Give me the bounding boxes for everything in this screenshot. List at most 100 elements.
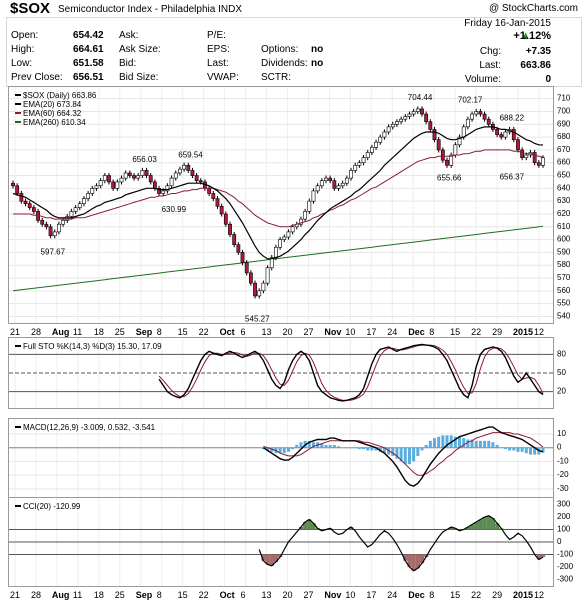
cci-oversold-fill [407,554,412,567]
legend-entry: EMA(260) 610.34 [23,118,86,127]
x-tick-label: 22 [199,327,209,337]
price-annotation: 702.17 [458,96,483,105]
candle-body [511,129,516,140]
candle-body [157,188,161,194]
macd-hist-bar [403,447,407,465]
ema20-line [12,126,544,260]
candle-body [107,175,111,183]
cci-oversold-fill [411,554,416,571]
x-tick-label: 12 [534,327,544,337]
macd-hist-bar [366,447,370,451]
eps-label: EPS: [207,44,230,55]
candle-body [165,185,170,192]
candle-body [65,216,70,221]
cci-overbought-fill [298,527,304,530]
ticker-symbol: $SOX [10,0,51,17]
y-tick-label: 630 [557,196,571,205]
x-tick-label: Sep [136,590,153,600]
candle-body [415,108,420,112]
cci-line [258,515,544,572]
x-tick-label: Nov [324,590,341,600]
chart-header: $SOX Semiconductor Index - Philadelphia … [0,0,584,18]
candle-body [211,193,216,199]
chg-label: Chg: [479,46,501,57]
candle-body [332,180,337,189]
y-tick-label: 550 [557,299,571,308]
candle-body [82,198,86,205]
candle-body [198,180,203,183]
x-tick-label: 2015 [513,327,533,337]
candle-body [403,116,408,120]
candle-body [478,111,483,115]
x-tick-label: 6 [241,327,246,337]
candle-body [127,172,132,176]
candle-body [536,162,541,166]
x-tick-label: 28 [31,327,41,337]
x-tick-label: 10 [345,590,355,600]
y-tick-label: 100 [557,525,571,534]
legend-entry: EMA(20) 673.84 [23,100,82,109]
x-tick-label: 18 [94,327,104,337]
x-tick-label: 25 [115,590,125,600]
cci-overbought-fill [495,523,500,530]
macd-hist-bar [391,447,395,456]
candle-body [269,257,274,269]
macd-hist-bar [432,438,436,448]
candle-body [461,126,466,138]
price-annotation: 545.27 [245,315,270,323]
candle-body [453,144,458,156]
cci-overbought-fill [311,523,316,530]
macd-hist-bar [441,435,445,448]
y-tick-label: 0 [557,537,562,546]
chg-value: +7.35 [525,46,551,57]
open-value: 654.42 [73,30,104,41]
candle-body [307,200,312,212]
candle-body [228,223,232,235]
candle-body [311,190,316,202]
macd-hist-bar [299,442,303,448]
candle-body [148,175,153,183]
candle-body [349,170,353,179]
x-tick-label: Oct [220,590,235,600]
x-tick-label: 15 [450,590,460,600]
ema60-line [13,149,544,228]
candle-body [449,154,454,166]
x-tick-label: 22 [471,327,481,337]
cci-oversold-fill [269,554,274,566]
candle-body [236,244,241,253]
cci-overbought-fill [490,518,496,530]
x-axis-bottom: 21 28 Aug 11 18 25 Sep 8 15 22 Oct 6 13 20 27 Nov 10 17 24… [8,587,552,600]
candle-body [445,159,449,166]
candle-body [303,211,308,220]
macd-hist-bar [307,440,311,448]
x-tick-label: 20 [282,327,292,337]
candle-body [399,118,404,123]
last-label: Last: [207,58,229,69]
last-value: 663.86 [520,60,551,71]
x-tick-label: 10 [345,327,355,337]
macd-hist-bar [278,447,282,454]
macd-hist-bar [437,436,441,448]
x-tick-label: 18 [94,590,104,600]
candle-body [382,131,387,138]
cci-overbought-fill [349,527,354,530]
macd-hist-bar [458,436,462,448]
macd-hist-bar [503,447,507,450]
y-tick-label: 600 [557,235,571,244]
cci-oversold-fill [419,554,425,564]
candle-body [299,218,303,225]
candle-body [407,113,412,117]
y-tick-label: 300 [557,500,571,509]
y-tick-label: 590 [557,247,571,256]
macd-hist-bar [345,447,349,449]
candle-body [98,180,103,187]
macd-hist-bar [470,439,474,448]
cci-oversold-fill [541,554,546,558]
candle-body [102,175,107,181]
candle-body [152,181,157,189]
macd-hist-bar [453,436,457,448]
cci-overbought-fill [465,527,471,530]
candle-body [495,129,499,135]
candle-body [169,177,174,187]
macd-hist-bar [337,446,341,448]
